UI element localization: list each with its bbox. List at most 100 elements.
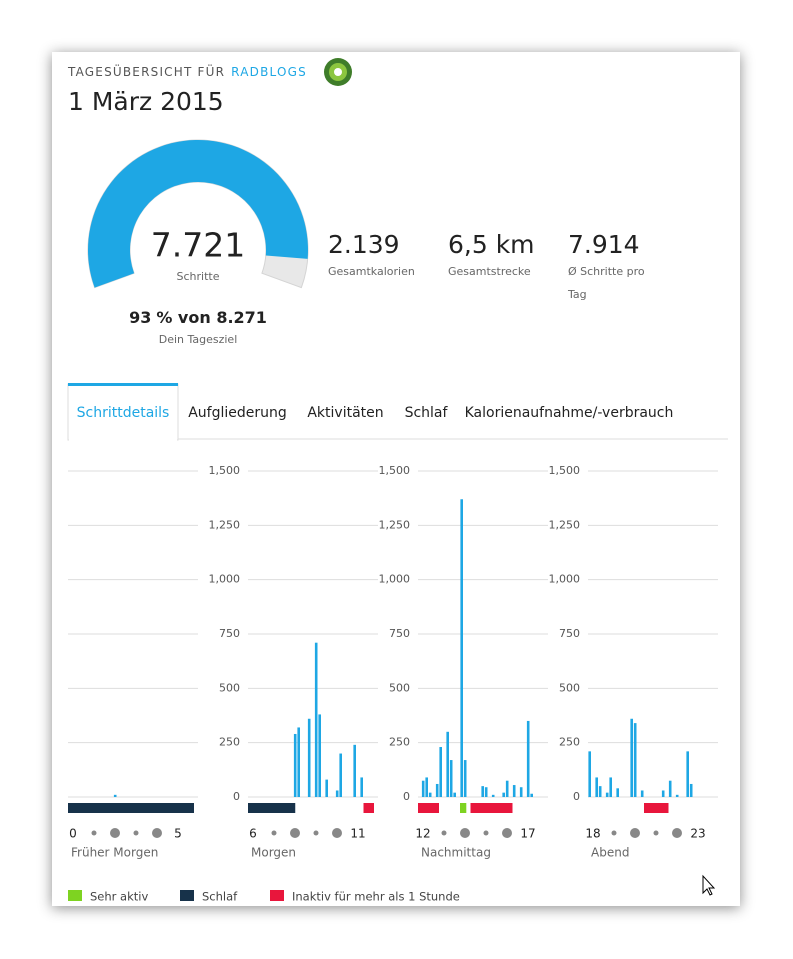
activity-segment	[68, 803, 194, 813]
bar	[421, 780, 425, 797]
bar	[686, 751, 689, 797]
y-tick-label: 1,500	[549, 464, 581, 477]
stat: 7.914 Ø Schritte pro Tag	[568, 230, 668, 306]
stat-value: 6,5 km	[448, 230, 535, 259]
y-tick-label: 1,500	[379, 464, 411, 477]
x-tick-label: 0	[69, 827, 77, 841]
bar	[335, 790, 339, 797]
bar	[353, 744, 356, 797]
bar	[630, 718, 633, 797]
active-tab-indicator	[68, 383, 178, 386]
legend-label: Inaktiv für mehr als 1 Stunde	[292, 890, 460, 904]
goal-text: % von 8.271	[156, 308, 267, 327]
gauge-fill	[88, 140, 309, 288]
goal-percent: 93	[129, 308, 151, 327]
goal-progress: 93 % von 8.271	[129, 308, 267, 327]
bar	[481, 786, 484, 797]
bar	[530, 793, 533, 797]
header-label: TAGESÜBERSICHT FÜR	[67, 63, 225, 79]
bar	[689, 783, 693, 797]
y-tick-label: 0	[573, 790, 580, 803]
y-tick-label: 500	[559, 681, 580, 694]
bar	[519, 787, 523, 797]
y-tick-label: 500	[219, 681, 240, 694]
bar	[512, 785, 516, 797]
user-link[interactable]: RADBLOGS	[231, 65, 307, 79]
tab[interactable]: Kalorienaufnahme/-verbrauch	[465, 405, 674, 421]
stat-value: 2.139	[328, 230, 400, 259]
x-tick-label: 17	[520, 827, 535, 841]
y-tick-label: 1,250	[209, 518, 241, 531]
x-axis-label: Nachmittag	[421, 846, 491, 860]
x-tick-label: 11	[350, 827, 365, 841]
goal-label: Dein Tagesziel	[159, 333, 238, 346]
bar	[502, 792, 505, 797]
y-tick-label: 750	[389, 627, 410, 640]
tab[interactable]: Aktivitäten	[307, 405, 383, 421]
bar	[439, 747, 442, 797]
bar	[605, 792, 609, 797]
hour-dot	[290, 828, 300, 838]
activity-segment	[460, 803, 467, 813]
bar	[633, 723, 637, 797]
x-axis-label: Abend	[591, 846, 629, 860]
bar	[428, 792, 432, 797]
bar	[595, 777, 598, 797]
bar	[661, 790, 665, 797]
bar	[484, 787, 488, 797]
activity-segment	[418, 803, 439, 813]
bar	[668, 780, 672, 797]
bar	[314, 642, 318, 797]
x-tick-label: 6	[249, 827, 257, 841]
tab[interactable]: Schlaf	[405, 405, 449, 421]
tab[interactable]: Aufgliederung	[188, 405, 287, 421]
legend-label: Schlaf	[202, 890, 238, 904]
mouse-cursor	[702, 874, 716, 896]
y-tick-label: 750	[559, 627, 580, 640]
bar	[293, 733, 297, 797]
bar	[640, 790, 644, 797]
bar	[297, 727, 300, 797]
bar	[425, 777, 428, 797]
bar	[616, 788, 619, 797]
bar	[588, 751, 591, 797]
x-tick-label: 23	[690, 827, 705, 841]
bar	[675, 794, 679, 797]
tab[interactable]: Schrittdetails	[77, 405, 170, 421]
avatar[interactable]	[324, 58, 352, 86]
y-tick-label: 750	[219, 627, 240, 640]
y-tick-label: 1,500	[209, 464, 241, 477]
activity-segment	[470, 803, 513, 813]
hour-dot	[460, 828, 470, 838]
x-tick-label: 5	[174, 827, 182, 841]
bar	[505, 780, 509, 797]
hour-dot	[152, 828, 162, 838]
hour-dot	[332, 828, 342, 838]
steps-value: 7.721	[151, 226, 245, 265]
bar	[360, 777, 363, 797]
hour-dot	[611, 830, 617, 836]
activity-segment	[644, 803, 669, 813]
date: 1 März 2015	[68, 87, 224, 116]
bar	[526, 720, 530, 797]
stat-label: Gesamtstrecke	[448, 265, 531, 278]
bar	[598, 786, 602, 797]
y-tick-label: 1,000	[209, 573, 241, 586]
hour-dot	[502, 828, 512, 838]
x-tick-label: 12	[415, 827, 430, 841]
x-axis-label: Früher Morgen	[71, 846, 158, 860]
y-tick-label: 1,250	[379, 518, 411, 531]
y-tick-label: 250	[389, 736, 410, 749]
bar	[609, 777, 612, 797]
tabs: Schrittdetails Aufgliederung Aktivitäten Sc…	[67, 383, 674, 441]
legend-swatch	[180, 890, 194, 901]
bar	[460, 499, 463, 797]
hour-dot	[483, 830, 489, 836]
bar	[113, 794, 117, 797]
hour-dot	[313, 830, 319, 836]
activity-segment	[248, 803, 296, 813]
tab-gap	[69, 437, 177, 441]
legend: Sehr aktiv Schlaf Inaktiv für mehr als 1 S…	[68, 890, 460, 904]
